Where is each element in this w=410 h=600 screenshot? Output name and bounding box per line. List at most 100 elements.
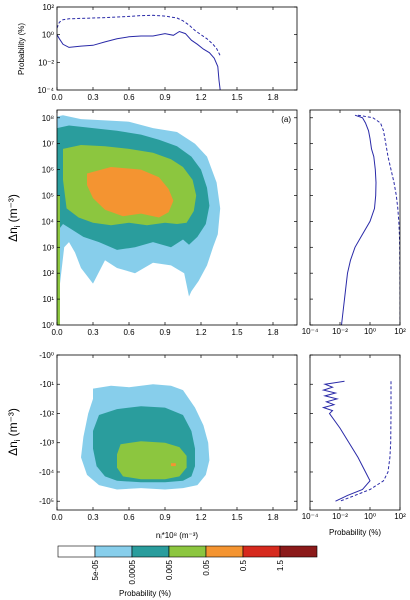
colorbar-swatch: [57, 545, 96, 558]
bottom-ytick-label: -10³: [40, 439, 55, 448]
top-series-solid: [57, 30, 221, 90]
main-region-level-4: [87, 167, 174, 218]
bottom-ylabel-sub: i: [13, 439, 22, 441]
top-axes: 0.0 0.3 0.6 0.9 1.2 1.5 1.8 10⁻⁴ 10⁻² 10⁰ 10²: [37, 3, 297, 102]
right-bottom-axes: 10⁻⁴ 10⁻² 10⁰ 10²: [302, 354, 406, 521]
right-bottom-xtick-label: 10⁰: [364, 512, 376, 521]
right-top-xtick-label: 10⁻⁴: [302, 327, 319, 336]
bottom-xlabel: nᵢ*10⁸ (m⁻³): [156, 531, 199, 540]
main-ytick-label: 10⁰: [42, 321, 54, 330]
top-ytick-label: 10⁻²: [38, 58, 54, 67]
top-series-dashed: [57, 14, 221, 56]
bottom-xtick-label: 0.3: [87, 513, 99, 522]
right-bottom-frame: [309, 354, 401, 511]
colorbar-swatch: [168, 545, 207, 558]
bottom-ytick-label: -10²: [40, 409, 55, 418]
main-axes: 0.0 0.3 0.6 0.9 1.2 1.5 1.8 10⁰ 10¹ 10² 10³ 10⁴ 10⁵ 1…: [42, 110, 297, 337]
top-plot-area: [57, 14, 221, 90]
bottom-axes: 0.0 0.3 0.6 0.9 1.2 1.5 1.8 -10⁰ -10¹ -10² -10³ -10…: [39, 351, 297, 522]
main-ylabel-sub: i: [13, 225, 22, 227]
bottom-xtick-label: 1.5: [231, 513, 243, 522]
right-top-xtick-label: 10²: [394, 327, 406, 336]
main-ytick-label: 10⁴: [42, 217, 55, 226]
right-top-xtick-label: 10⁻²: [332, 327, 348, 336]
main-xtick-label: 1.8: [267, 328, 279, 337]
colorbar-tick-label: 0.05: [202, 559, 211, 575]
colorbar-swatch: [94, 545, 133, 558]
panel-label: (a): [281, 115, 291, 124]
colorbar-ticks: 5e-05 0.0005 0.005 0.05 0.5 1.5: [91, 559, 285, 584]
colorbar-swatches: [57, 545, 318, 558]
right-top-series-dashed: [357, 114, 400, 325]
right-top-panel: 10⁻⁴ 10⁻² 10⁰ 10²: [302, 109, 406, 336]
bottom-xtick-label: 0.0: [51, 513, 63, 522]
bottom-ytick-label: -10¹: [40, 380, 55, 389]
right-bottom-xtick-label: 10⁻²: [332, 512, 348, 521]
bottom-ytick-label: -10⁴: [39, 468, 55, 477]
top-xtick-label: 0.0: [51, 93, 63, 102]
main-ytick-label: 10⁶: [42, 166, 54, 175]
colorbar-label: Probability (%): [119, 589, 171, 598]
main-plot-area: [57, 115, 221, 325]
bottom-ytick-label: -10⁰: [39, 351, 54, 360]
main-xtick-label: 0.6: [123, 328, 135, 337]
right-bottom-panel: 10⁻⁴ 10⁻² 10⁰ 10² Probability (%): [302, 354, 406, 537]
right-top-axes: 10⁻⁴ 10⁻² 10⁰ 10²: [302, 110, 406, 336]
top-xtick-label: 0.9: [159, 93, 171, 102]
right-bottom-series-dashed: [339, 381, 392, 502]
top-ytick-label: 10⁰: [42, 31, 54, 40]
top-frame: [56, 6, 298, 91]
bottom-ylabel: Δni (m⁻³): [6, 408, 22, 456]
main-ytick-label: 10⁸: [42, 114, 54, 123]
main-xtick-label: 0.9: [159, 328, 171, 337]
top-xtick-label: 1.2: [195, 93, 207, 102]
main-ytick-label: 10²: [42, 269, 54, 278]
top-xtick-label: 1.8: [267, 93, 279, 102]
right-top-xtick-label: 10⁰: [364, 327, 376, 336]
right-bottom-xlabel: Probability (%): [329, 528, 381, 537]
colorbar-tick-label: 0.0005: [128, 559, 137, 584]
bottom-xtick-label: 1.8: [267, 513, 279, 522]
right-bottom-series-solid: [321, 380, 371, 502]
bottom-plot-area: [81, 384, 210, 490]
main-ylabel-main: Δn: [6, 227, 20, 242]
colorbar-tick-label: 5e-05: [91, 559, 100, 580]
main-panel: 0.0 0.3 0.6 0.9 1.2 1.5 1.8 10⁰ 10¹ 10² 10³ 10⁴ 10⁵ 1…: [6, 109, 298, 337]
bottom-region-level-4: [171, 463, 176, 467]
right-bottom-xtick-label: 10⁻⁴: [302, 512, 319, 521]
main-xtick-label: 1.5: [231, 328, 243, 337]
main-ytick-label: 10⁷: [42, 140, 54, 149]
main-xtick-label: 1.2: [195, 328, 207, 337]
main-ytick-label: 10³: [42, 243, 54, 252]
main-ylabel-unit: (m⁻³): [6, 194, 20, 222]
right-top-frame: [309, 109, 401, 326]
right-bottom-plot-area: [321, 380, 392, 502]
bottom-panel: 0.0 0.3 0.6 0.9 1.2 1.5 1.8 -10⁰ -10¹ -10² -10³ -10…: [6, 351, 298, 540]
main-ylabel: Δni (m⁻³): [6, 194, 22, 242]
colorbar-swatch: [242, 545, 281, 558]
colorbar-swatch: [205, 545, 244, 558]
main-ytick-label: 10¹: [42, 295, 54, 304]
top-xtick-label: 1.5: [231, 93, 243, 102]
main-ytick-label: 10⁵: [42, 191, 54, 200]
colorbar-tick-label: 0.5: [239, 559, 248, 571]
main-xtick-label: 0.3: [87, 328, 99, 337]
top-xtick-label: 0.3: [87, 93, 99, 102]
bottom-xtick-label: 0.6: [123, 513, 135, 522]
bottom-region-level-3: [117, 441, 187, 480]
bottom-xtick-label: 0.9: [159, 513, 171, 522]
right-top-series-solid: [341, 114, 377, 325]
right-top-plot-area: [341, 114, 400, 325]
top-ylabel: Probability (%): [17, 23, 26, 75]
bottom-xtick-label: 1.2: [195, 513, 207, 522]
main-edge-stripe: [57, 195, 60, 325]
top-xtick-label: 0.6: [123, 93, 135, 102]
top-ytick-label: 10⁻⁴: [37, 86, 54, 95]
bottom-ylabel-unit: (m⁻³): [6, 408, 20, 436]
top-panel: 0.0 0.3 0.6 0.9 1.2 1.5 1.8 10⁻⁴ 10⁻² 10⁰ 10² Prob…: [17, 3, 298, 102]
top-ytick-label: 10²: [42, 3, 54, 12]
main-xtick-label: 0.0: [51, 328, 63, 337]
colorbar-tick-label: 1.5: [276, 559, 285, 571]
bottom-ylabel-main: Δn: [6, 441, 20, 456]
